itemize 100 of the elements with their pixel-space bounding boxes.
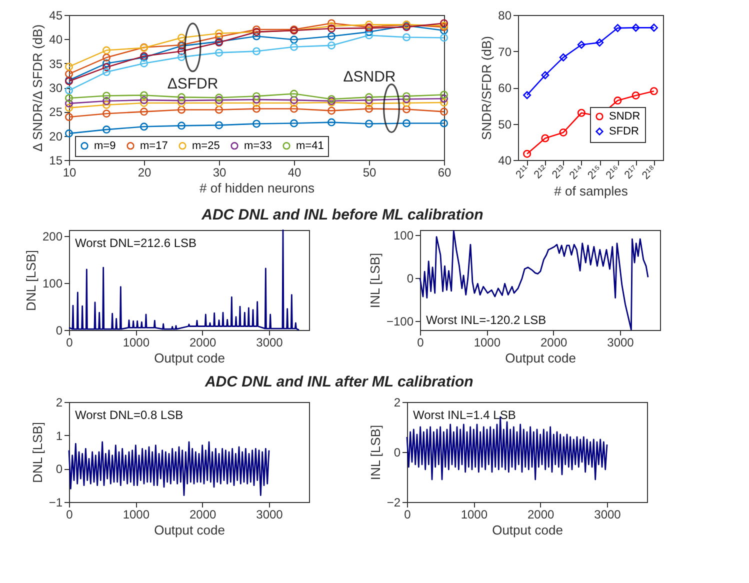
x-tick-label: 1000 [122,508,150,522]
x-tick-label: 2¹² [532,163,550,182]
y-tick-label: 0 [56,324,63,338]
y-tick-label: 60 [498,81,512,95]
point [252,26,261,34]
annotation: ΔSFDR [167,75,218,92]
y-axis-title: INL [LSB] [368,424,383,480]
legend-label: m=33 [244,140,272,152]
point [64,94,74,102]
point [327,19,336,28]
y-tick-label: 50 [498,117,512,132]
x-axis-title: Output code [505,350,576,366]
point [364,28,374,36]
y-tick-label: 20 [49,129,63,144]
point [596,38,604,47]
x-tick-label: 2000 [189,336,217,350]
x-tick-label: 10 [62,166,76,180]
legend-label: m=41 [296,140,324,152]
x-tick-label: 60 [438,166,452,180]
point [402,92,411,100]
x-tick-label: 0 [66,336,74,350]
point [252,104,261,113]
x-tick-label: 3000 [607,336,634,350]
x-axis-title: Output code [154,350,225,366]
point [214,96,224,104]
annotation: Worst INL=-120.2 LSB [426,313,546,327]
point [541,134,550,142]
point [214,106,224,114]
point [102,110,111,118]
point [177,106,186,114]
y-axis-title: Δ SNDR/Δ SFDR (dB) [30,24,46,152]
point [402,105,411,114]
point [440,119,448,128]
point [140,98,148,107]
y-tick-label: 1 [56,428,63,443]
y-tick-label: 80 [498,8,512,22]
point [214,121,224,130]
point [327,24,336,33]
point [364,104,374,113]
y-tick-label: −100 [386,314,414,328]
point [140,59,148,68]
y-axis-title: DNL [LSB] [30,422,45,483]
point [440,98,448,106]
y-tick-label: 45 [49,8,63,22]
point [632,24,640,32]
point [290,90,298,98]
point [102,100,111,109]
point [64,99,74,108]
point [177,47,186,56]
legend-label: SFDR [609,126,639,138]
x-tick-label: 2¹³ [550,163,568,182]
x-axis-title: # of hidden neurons [200,180,315,196]
point [214,32,224,41]
annotation: Worst DNL=0.8 LSB [75,408,184,422]
x-tick-label: 2000 [540,336,568,350]
point [140,122,148,131]
point [214,29,224,38]
point [252,96,261,104]
point [364,93,374,102]
point [440,108,448,116]
point [252,92,261,100]
point [364,20,374,29]
x-tick-label: 0 [417,336,424,350]
x-tick-label: 0 [66,508,74,522]
x-tick-label: 1000 [474,336,501,350]
y-tick-label: 0 [406,272,414,286]
point [214,48,224,57]
point [577,108,586,117]
y-tick-label: 0 [394,446,401,460]
x-tick-label: 2¹⁶ [604,163,622,182]
point [364,99,374,108]
point [402,119,411,128]
point [650,24,658,32]
x-tick-label: 40 [288,166,302,180]
y-tick-label: 35 [49,56,63,71]
annotation: Worst DNL=212.6 LSB [75,236,197,250]
point [252,120,261,128]
point [140,108,148,116]
annotation: Worst INL=1.4 LSB [413,408,516,422]
legend-label: m=17 [140,140,168,152]
x-tick-label: 30 [212,166,226,180]
point [102,97,111,106]
point [559,53,568,62]
point [102,46,111,54]
point [290,104,298,113]
x-axis-title: Output code [492,522,563,538]
point [290,42,298,51]
point [614,24,622,32]
point [541,71,550,80]
point [140,91,148,100]
y-tick-label: 30 [49,81,63,95]
point [64,104,74,112]
point [290,119,298,128]
y-tick-label: 2 [394,396,401,410]
y-axis-title: DNL [LSB] [23,250,38,311]
y-tick-label: 2 [56,396,63,410]
point [614,96,622,105]
x-tick-label: 20 [138,166,152,180]
point [440,34,448,42]
point [290,36,298,44]
